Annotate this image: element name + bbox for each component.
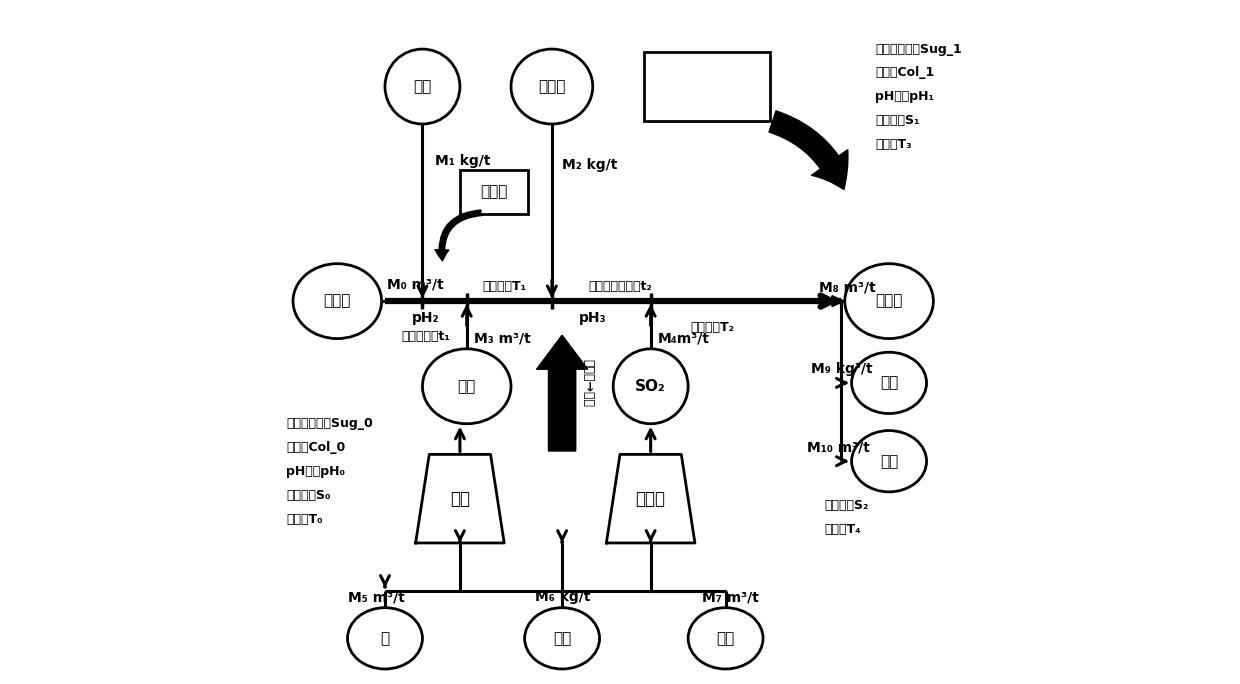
Text: 一次加热T₁: 一次加热T₁ — [482, 280, 526, 293]
Text: 废汽: 废汽 — [880, 453, 898, 469]
Text: pH值：pH₀: pH值：pH₀ — [286, 465, 345, 478]
Text: 还原糖含量：Sug_1: 还原糖含量：Sug_1 — [875, 42, 962, 55]
Text: 化学能: 化学能 — [480, 185, 507, 200]
Text: pH₃: pH₃ — [579, 311, 606, 325]
FancyArrowPatch shape — [769, 111, 848, 189]
Text: M₁₀ m³/t: M₁₀ m³/t — [807, 440, 870, 455]
Text: 残硫量：S₀: 残硫量：S₀ — [286, 489, 331, 502]
Text: M₀ m³/t: M₀ m³/t — [387, 277, 444, 291]
Bar — [644, 53, 770, 120]
Text: M₅ m³/t: M₅ m³/t — [347, 590, 404, 605]
Text: 温度：T₀: 温度：T₀ — [286, 512, 322, 525]
Text: 还原糖含量：Sug_0: 还原糖含量：Sug_0 — [286, 417, 373, 430]
Text: pH₂: pH₂ — [412, 311, 440, 325]
Text: 混合汁: 混合汁 — [324, 293, 351, 308]
Text: 硫熏中和时间：t₂: 硫熏中和时间：t₂ — [588, 280, 652, 293]
Text: M₃ m³/t: M₃ m³/t — [474, 332, 531, 345]
Text: M₂ kg/t: M₂ kg/t — [562, 158, 618, 172]
Text: M₆ kg/t: M₆ kg/t — [534, 590, 590, 605]
Text: 蒸汽: 蒸汽 — [458, 379, 476, 394]
Text: 硫磺: 硫磺 — [717, 631, 735, 646]
Text: 温度：T₄: 温度：T₄ — [825, 523, 861, 536]
Text: 色值：Col_1: 色值：Col_1 — [875, 66, 935, 79]
Text: 化学能→热能: 化学能→热能 — [582, 359, 594, 407]
Text: 残硫量：S₂: 残硫量：S₂ — [825, 499, 869, 512]
Text: 温度：T₃: 温度：T₃ — [875, 138, 913, 151]
Text: SO₂: SO₂ — [635, 379, 666, 394]
Text: 滤泥: 滤泥 — [880, 376, 898, 391]
Text: 预灰时间：t₁: 预灰时间：t₁ — [402, 330, 450, 343]
Text: 澄清汁: 澄清汁 — [875, 293, 903, 308]
Text: 化学能、热能: 化学能、热能 — [677, 77, 738, 96]
Text: 磷酸: 磷酸 — [413, 79, 432, 94]
Text: M₈ m³/t: M₈ m³/t — [818, 280, 875, 295]
Bar — [460, 170, 528, 214]
Text: 石灰乳: 石灰乳 — [538, 79, 565, 94]
Text: 二次加热T₂: 二次加热T₂ — [689, 321, 734, 334]
FancyArrow shape — [537, 335, 588, 451]
Text: 水: 水 — [381, 631, 389, 646]
Text: M₇ m³/t: M₇ m³/t — [702, 590, 759, 605]
Text: 燃硫炉: 燃硫炉 — [636, 490, 666, 508]
Text: 色值：Col_0: 色值：Col_0 — [286, 441, 346, 454]
FancyArrowPatch shape — [435, 210, 481, 261]
Text: M₄m³/t: M₄m³/t — [657, 332, 709, 345]
Text: 残硫量：S₁: 残硫量：S₁ — [875, 114, 920, 127]
Text: 燃料: 燃料 — [553, 631, 572, 646]
Text: M₉ kg³/t: M₉ kg³/t — [811, 363, 873, 376]
Text: M₁ kg/t: M₁ kg/t — [435, 155, 490, 168]
Text: 锅炉: 锅炉 — [450, 490, 470, 508]
Text: pH值：pH₁: pH值：pH₁ — [875, 90, 935, 103]
